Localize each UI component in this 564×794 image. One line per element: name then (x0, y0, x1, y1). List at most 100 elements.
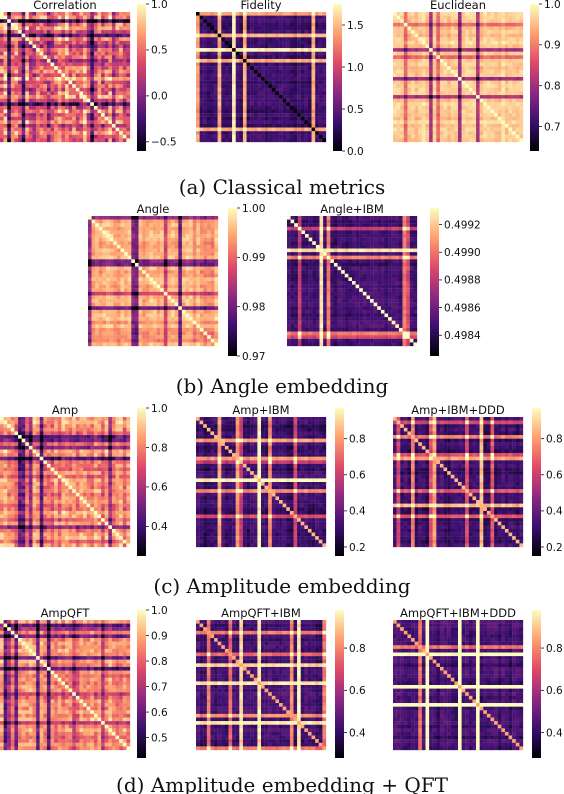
heatmap-cell (261, 19, 265, 23)
heatmap-cell (7, 123, 11, 128)
heatmap-cell (106, 277, 110, 282)
heatmap-cell (61, 33, 66, 38)
heatmap-cell (36, 91, 40, 96)
heatmap-cell (171, 309, 175, 314)
heatmap-cell (271, 37, 276, 42)
heatmap-cell (253, 102, 258, 107)
heatmap-cell (126, 113, 131, 117)
heatmap-cell (214, 48, 218, 52)
heatmap-cell (72, 134, 76, 139)
heatmap-cell (122, 127, 127, 132)
heatmap-cell (109, 302, 114, 307)
heatmap-cell (304, 30, 309, 34)
heatmap-cell (264, 58, 269, 63)
heatmap-cell (91, 248, 96, 253)
heatmap-cell (174, 309, 179, 314)
heatmap-cell (101, 77, 105, 81)
heatmap-cell (421, 95, 426, 99)
heatmap-cell (83, 22, 87, 27)
heatmap-cell (124, 320, 128, 325)
heatmap-cell (181, 223, 186, 227)
heatmap-cell (504, 62, 509, 67)
heatmap-cell (167, 317, 172, 321)
heatmap-cell (145, 230, 150, 235)
heatmap-cell (206, 134, 211, 139)
heatmap-cell (501, 51, 506, 56)
heatmap-cell (268, 44, 272, 49)
heatmap-cell (271, 98, 276, 103)
heatmap-cell (297, 22, 301, 27)
heatmap-cell (279, 120, 283, 125)
heatmap-cell (221, 15, 226, 20)
heatmap-cell (106, 262, 110, 267)
heatmap-cell (436, 26, 441, 31)
heatmap-cell (418, 127, 423, 132)
heatmap-cell (515, 73, 520, 78)
heatmap-cell (217, 77, 222, 81)
heatmap-cell (97, 30, 102, 34)
heatmap-cell (199, 58, 204, 63)
heatmap-cell (315, 113, 319, 117)
heatmap-cell (425, 55, 430, 60)
heatmap-cell (7, 102, 11, 107)
heatmap-cell (322, 134, 327, 139)
heatmap-cell (304, 33, 309, 38)
heatmap-cell (450, 37, 455, 42)
heatmap-cell (206, 15, 211, 20)
heatmap-cell (286, 62, 291, 67)
heatmap-cell (199, 270, 204, 274)
heatmap-cell (439, 109, 444, 114)
heatmap-cell (228, 62, 233, 67)
heatmap-cell (450, 22, 455, 27)
heatmap-cell (246, 80, 251, 85)
heatmap-cell (126, 123, 131, 128)
heatmap-cell (210, 116, 215, 121)
heatmap-cell (486, 55, 491, 60)
heatmap-cell (93, 15, 98, 20)
heatmap-cell (57, 19, 62, 23)
heatmap-cell (54, 113, 58, 117)
heatmap-cell (508, 91, 513, 96)
heatmap-cell (39, 12, 44, 16)
heatmap-cell (91, 299, 96, 303)
heatmap-cell (264, 15, 269, 20)
heatmap-cell (519, 22, 524, 27)
heatmap-cell (50, 87, 55, 92)
heatmap-cell (111, 58, 116, 63)
heatmap-cell (145, 266, 150, 271)
heatmap-cell (501, 15, 506, 20)
heatmap-cell (293, 80, 298, 85)
heatmap-cell (407, 58, 412, 63)
heatmap-cell (111, 113, 116, 117)
heatmap-cell (3, 55, 8, 60)
heatmap-cell (106, 248, 110, 253)
heatmap-cell (108, 127, 113, 132)
heatmap-cell (120, 262, 125, 267)
heatmap-cell (458, 120, 462, 125)
heatmap-cell (113, 255, 118, 260)
heatmap-cell (497, 109, 502, 114)
heatmap-cell (134, 262, 139, 267)
heatmap-cell (10, 15, 15, 20)
heatmap-cell (465, 30, 469, 34)
heatmap-cell (293, 37, 298, 42)
heatmap-cell (138, 317, 143, 321)
heatmap-cell (21, 123, 26, 128)
heatmap-cell (403, 33, 408, 38)
heatmap-cell (483, 80, 488, 85)
heatmap-cell (68, 12, 73, 16)
heatmap-cell (228, 134, 233, 139)
heatmap-cell (86, 91, 91, 96)
heatmap-cell (289, 91, 294, 96)
heatmap-cell (275, 37, 280, 42)
heatmap-cell (214, 295, 219, 300)
heatmap-cell (279, 69, 283, 74)
heatmap-cell (289, 98, 294, 103)
heatmap-cell (109, 230, 114, 235)
heatmap-cell (304, 123, 309, 128)
heatmap-cell (98, 230, 103, 235)
heatmap-cell (196, 262, 201, 267)
heatmap-cell (116, 252, 121, 256)
heatmap-cell (142, 295, 146, 300)
heatmap-cell (93, 55, 98, 60)
